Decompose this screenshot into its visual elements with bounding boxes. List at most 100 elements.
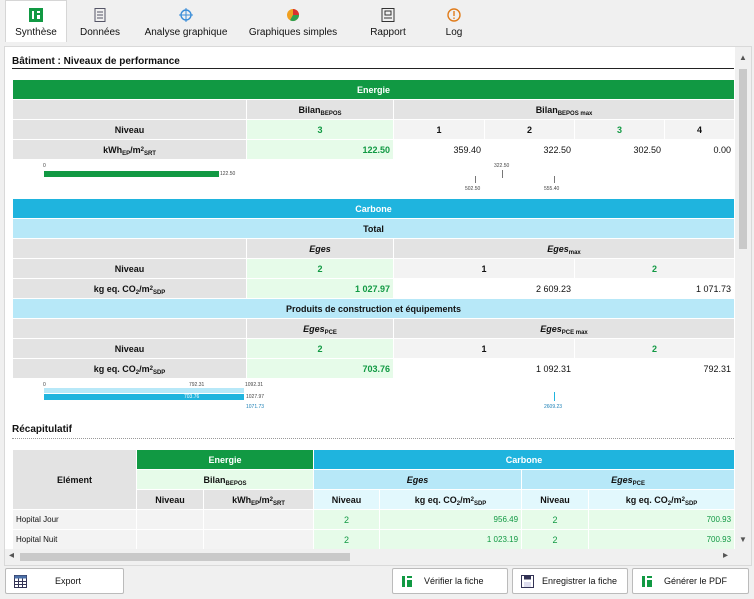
recap-bilan-header: BilanBEPOS bbox=[135, 469, 315, 490]
document-icon bbox=[94, 8, 106, 22]
horizontal-scroll-thumb[interactable] bbox=[20, 553, 350, 561]
unit-label: kg eq. CO2/m2SDP bbox=[12, 358, 247, 379]
max-value: 0.00 bbox=[663, 139, 736, 160]
pce-header: Produits de construction et équipements bbox=[11, 298, 736, 319]
max-value: 1 092.31 bbox=[393, 358, 575, 379]
recap-niveau-header: Niveau bbox=[136, 489, 204, 510]
energie-bar-chart: 0 122.50 322.50 502.50 555.40 bbox=[12, 160, 734, 198]
bar-zero-label: 0 bbox=[43, 163, 46, 169]
bar-tick-label: 555.40 bbox=[544, 186, 560, 192]
bar-tick-label: 792.31 bbox=[189, 382, 205, 388]
recap-energie-header: Energie bbox=[135, 449, 315, 470]
bar-zero-label: 0 bbox=[43, 382, 46, 388]
scroll-right-icon[interactable]: ▸ bbox=[723, 550, 729, 561]
row-element: Hopital Nuit bbox=[12, 529, 137, 550]
tab-graphiques-simples[interactable]: Graphiques simples bbox=[239, 0, 347, 42]
max-value: 2 609.23 bbox=[393, 278, 575, 299]
tab-label: Log bbox=[445, 27, 463, 38]
bar-value-label: 703.76 bbox=[184, 394, 200, 400]
verify-label: Vérifier la fiche bbox=[424, 576, 484, 586]
pce-bar bbox=[44, 394, 244, 400]
eges-value: 1 027.97 bbox=[246, 278, 394, 299]
crosshair-icon bbox=[179, 8, 193, 22]
recap-kwh-header: kWhEP/m2SRT bbox=[202, 489, 315, 510]
max-value: 359.40 bbox=[393, 139, 485, 160]
empty-cell bbox=[12, 318, 247, 339]
bar-tick bbox=[554, 392, 555, 401]
niveau-col: 3 bbox=[574, 119, 665, 140]
recap-kg-header: kg eq. CO2/m2SDP bbox=[379, 489, 523, 510]
max-value: 1 071.73 bbox=[573, 278, 736, 299]
niveau-value: 3 bbox=[246, 119, 394, 140]
eges-pce-max-header: EgesPCE max bbox=[392, 318, 736, 339]
scroll-down-icon[interactable]: ▼ bbox=[739, 535, 747, 544]
niveau-value: 2 bbox=[246, 258, 394, 279]
vertical-scroll-thumb[interactable] bbox=[739, 69, 747, 249]
energie-value: 122.50 bbox=[246, 139, 394, 160]
bottom-toolbar: Export Vérifier la fiche Enregistrer la … bbox=[0, 566, 754, 599]
horizontal-scrollbar[interactable]: ◂ ▸ bbox=[5, 549, 751, 565]
generate-pdf-button[interactable]: Générer le PDF bbox=[632, 568, 749, 594]
unit-label: kg eq. CO2/m2SDP bbox=[12, 278, 247, 299]
niveau-col: 1 bbox=[393, 338, 575, 359]
tab-log[interactable]: Log bbox=[429, 0, 479, 42]
row-element: Hopital Jour bbox=[12, 509, 137, 530]
export-label: Export bbox=[55, 576, 82, 586]
tab-rapport[interactable]: Rapport bbox=[347, 0, 429, 42]
tab-label: Rapport bbox=[370, 27, 406, 38]
table-icon bbox=[14, 574, 27, 588]
scroll-content: Bâtiment : Niveaux de performance Energi… bbox=[11, 47, 736, 550]
bar-tick bbox=[554, 176, 555, 183]
niveau-label: Niveau bbox=[12, 119, 247, 140]
niveau-label: Niveau bbox=[12, 258, 247, 279]
pie-chart-icon bbox=[287, 9, 299, 22]
tab-analyse-graphique[interactable]: Analyse graphique bbox=[133, 0, 239, 42]
synthese-panel[interactable]: Bâtiment : Niveaux de performance Energi… bbox=[4, 46, 752, 566]
recap-niveau-header: Niveau bbox=[521, 489, 590, 510]
tab-synthese[interactable]: Synthèse bbox=[5, 0, 67, 42]
row-niveau-pce: 2 bbox=[521, 529, 590, 550]
verify-button[interactable]: Vérifier la fiche bbox=[392, 568, 508, 594]
row-eges: 956.49 bbox=[379, 509, 523, 530]
pce-max-bar bbox=[44, 388, 244, 393]
eges-max-header: Egesmax bbox=[392, 238, 736, 259]
synthese-icon bbox=[29, 8, 43, 22]
bilan-header: BilanBEPOS bbox=[246, 99, 394, 120]
max-value: 322.50 bbox=[484, 139, 575, 160]
element-header: Elément bbox=[12, 449, 137, 510]
row-niveau-eges: 2 bbox=[313, 509, 381, 530]
eges-pce-value: 703.76 bbox=[246, 358, 394, 379]
pdf-icon bbox=[642, 575, 652, 587]
table-row[interactable]: Hopital Jour 2 956.49 2 700.93 bbox=[12, 509, 736, 530]
save-button[interactable]: Enregistrer la fiche bbox=[512, 568, 628, 594]
recap-kg-header: kg eq. CO2/m2SDP bbox=[588, 489, 736, 510]
empty-cell bbox=[12, 238, 247, 259]
niveau-col: 1 bbox=[393, 119, 485, 140]
niveau-label: Niveau bbox=[12, 338, 247, 359]
niveau-value: 2 bbox=[246, 338, 394, 359]
bar-value-label: 122.50 bbox=[220, 171, 236, 177]
row-niveau-eges: 2 bbox=[313, 529, 381, 550]
table-row[interactable]: Hopital Nuit 2 1 023.19 2 700.93 bbox=[12, 529, 736, 550]
bar-value-label: 1071.73 bbox=[246, 404, 265, 410]
scroll-up-icon[interactable]: ▲ bbox=[739, 53, 747, 62]
niveau-col: 4 bbox=[663, 119, 736, 140]
bar-tick-label: 322.50 bbox=[494, 163, 510, 169]
tab-donnees[interactable]: Données bbox=[67, 0, 133, 42]
energie-header: Energie bbox=[11, 79, 736, 100]
vertical-scrollbar[interactable]: ▲ ▼ bbox=[735, 47, 751, 549]
export-button[interactable]: Export bbox=[5, 568, 124, 594]
bar-tick-label: 502.50 bbox=[465, 186, 481, 192]
check-file-icon bbox=[402, 575, 412, 587]
carbone-bar-chart: 0 792.31 1092.31 703.76 1027.97 1071.73 … bbox=[12, 379, 734, 415]
recap-eges-header: Eges bbox=[313, 469, 523, 490]
tab-label: Données bbox=[79, 27, 121, 38]
tab-label: Graphiques simples bbox=[248, 27, 338, 38]
scroll-left-icon[interactable]: ◂ bbox=[9, 550, 15, 561]
niveau-col: 2 bbox=[484, 119, 575, 140]
row-pce: 700.93 bbox=[588, 529, 736, 550]
max-value: 302.50 bbox=[574, 139, 665, 160]
warning-icon bbox=[447, 8, 461, 22]
tab-label: Synthèse bbox=[15, 27, 57, 38]
energie-bar bbox=[44, 171, 219, 177]
